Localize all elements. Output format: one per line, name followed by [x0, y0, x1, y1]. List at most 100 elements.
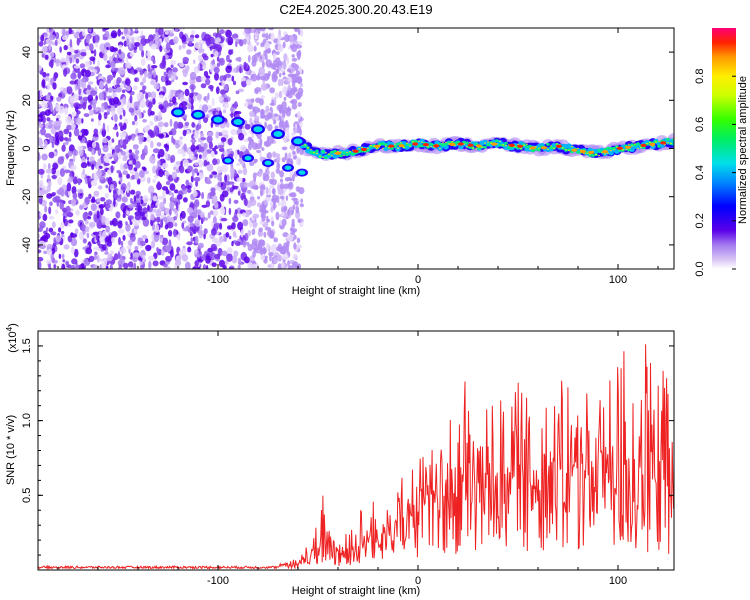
noise-speck — [279, 183, 285, 190]
noise-speck — [104, 251, 109, 255]
noise-speck — [112, 152, 118, 160]
noise-speck — [72, 149, 79, 157]
noise-speck — [97, 185, 103, 190]
noise-speck — [271, 63, 276, 70]
noise-speck — [242, 212, 246, 217]
noise-speck — [178, 45, 182, 51]
noise-speck — [149, 155, 156, 164]
noise-speck — [250, 192, 254, 197]
noise-speck — [217, 172, 222, 181]
noise-speck — [264, 121, 267, 129]
noise-speck — [279, 170, 284, 178]
noise-speck — [272, 52, 277, 61]
noise-speck — [87, 216, 92, 220]
noise-speck — [40, 34, 45, 42]
noise-speck — [100, 208, 104, 216]
secondary-blob-core — [264, 160, 272, 166]
noise-speck — [173, 166, 177, 171]
signal-band-segment — [307, 147, 309, 149]
noise-speck — [275, 51, 280, 55]
noise-speck — [120, 183, 127, 192]
noise-speck — [42, 115, 46, 124]
noise-speck — [163, 100, 169, 108]
noise-speck — [100, 197, 106, 202]
noise-speck — [243, 256, 250, 264]
noise-speck — [138, 134, 145, 142]
noise-speck — [257, 230, 264, 237]
signal-band-segment — [613, 149, 615, 151]
noise-speck — [121, 36, 126, 40]
signal-band-segment — [429, 142, 433, 146]
noise-speck — [60, 221, 65, 229]
x-tick-label: -100 — [207, 575, 229, 587]
noise-speck — [117, 250, 121, 260]
noise-speck — [82, 212, 89, 220]
signal-band-segment — [304, 144, 306, 146]
noise-speck — [141, 234, 148, 239]
noise-speck — [224, 174, 228, 183]
signal-hotspot — [422, 143, 429, 147]
noise-speck — [71, 198, 77, 207]
noise-speck — [97, 254, 100, 263]
noise-speck — [194, 98, 197, 102]
noise-speck — [58, 253, 62, 259]
noise-speck — [222, 265, 227, 269]
noise-speck — [91, 98, 98, 105]
noise-speck — [279, 195, 285, 200]
noise-speck — [46, 244, 53, 248]
noise-speck — [189, 151, 194, 160]
noise-speck — [38, 196, 43, 205]
secondary-blob-core — [224, 158, 232, 163]
noise-speck — [128, 107, 135, 113]
noise-speck — [172, 67, 178, 73]
noise-speck — [203, 159, 208, 167]
noise-speck — [81, 118, 84, 124]
signal-band-segment — [321, 150, 325, 153]
noise-speck — [228, 235, 232, 240]
noise-speck — [205, 75, 211, 79]
signal-band-segment — [631, 145, 633, 147]
noise-speck — [194, 199, 200, 208]
signal-blob-core — [213, 116, 223, 123]
noise-speck — [276, 161, 281, 171]
noise-speck — [271, 220, 275, 227]
noise-speck — [295, 70, 301, 76]
noise-speck — [172, 138, 176, 145]
noise-speck — [117, 221, 123, 229]
noise-speck — [282, 62, 287, 70]
noise-speck — [38, 249, 42, 254]
signal-band-segment — [342, 151, 346, 155]
noise-speck — [98, 113, 102, 121]
noise-speck — [299, 203, 304, 208]
noise-speck — [55, 235, 62, 243]
noise-speck — [48, 124, 52, 129]
noise-speck — [268, 186, 272, 196]
snr-marks — [38, 344, 674, 570]
noise-speck — [128, 149, 133, 154]
noise-speck — [260, 115, 266, 119]
noise-speck — [42, 213, 48, 221]
noise-speck — [236, 65, 239, 73]
noise-speck — [127, 204, 134, 209]
signal-band-segment — [628, 143, 630, 145]
snr-multiplier-close: ) — [7, 323, 19, 327]
noise-speck — [55, 58, 61, 67]
noise-speck — [217, 144, 225, 149]
noise-speck — [120, 31, 124, 35]
noise-speck — [240, 76, 246, 82]
noise-speck — [52, 162, 59, 170]
signal-band-segment — [514, 146, 516, 148]
noise-speck — [80, 224, 87, 232]
noise-speck — [121, 196, 128, 203]
signal-band-segment — [531, 149, 535, 153]
noise-speck — [243, 131, 247, 137]
noise-speck — [114, 145, 121, 154]
noise-speck — [52, 82, 57, 90]
noise-speck — [162, 189, 166, 199]
noise-speck — [189, 212, 197, 217]
noise-speck — [116, 131, 119, 138]
noise-speck — [117, 188, 124, 196]
noise-speck — [251, 185, 257, 189]
noise-speck — [63, 45, 68, 51]
noise-speck — [260, 254, 266, 261]
